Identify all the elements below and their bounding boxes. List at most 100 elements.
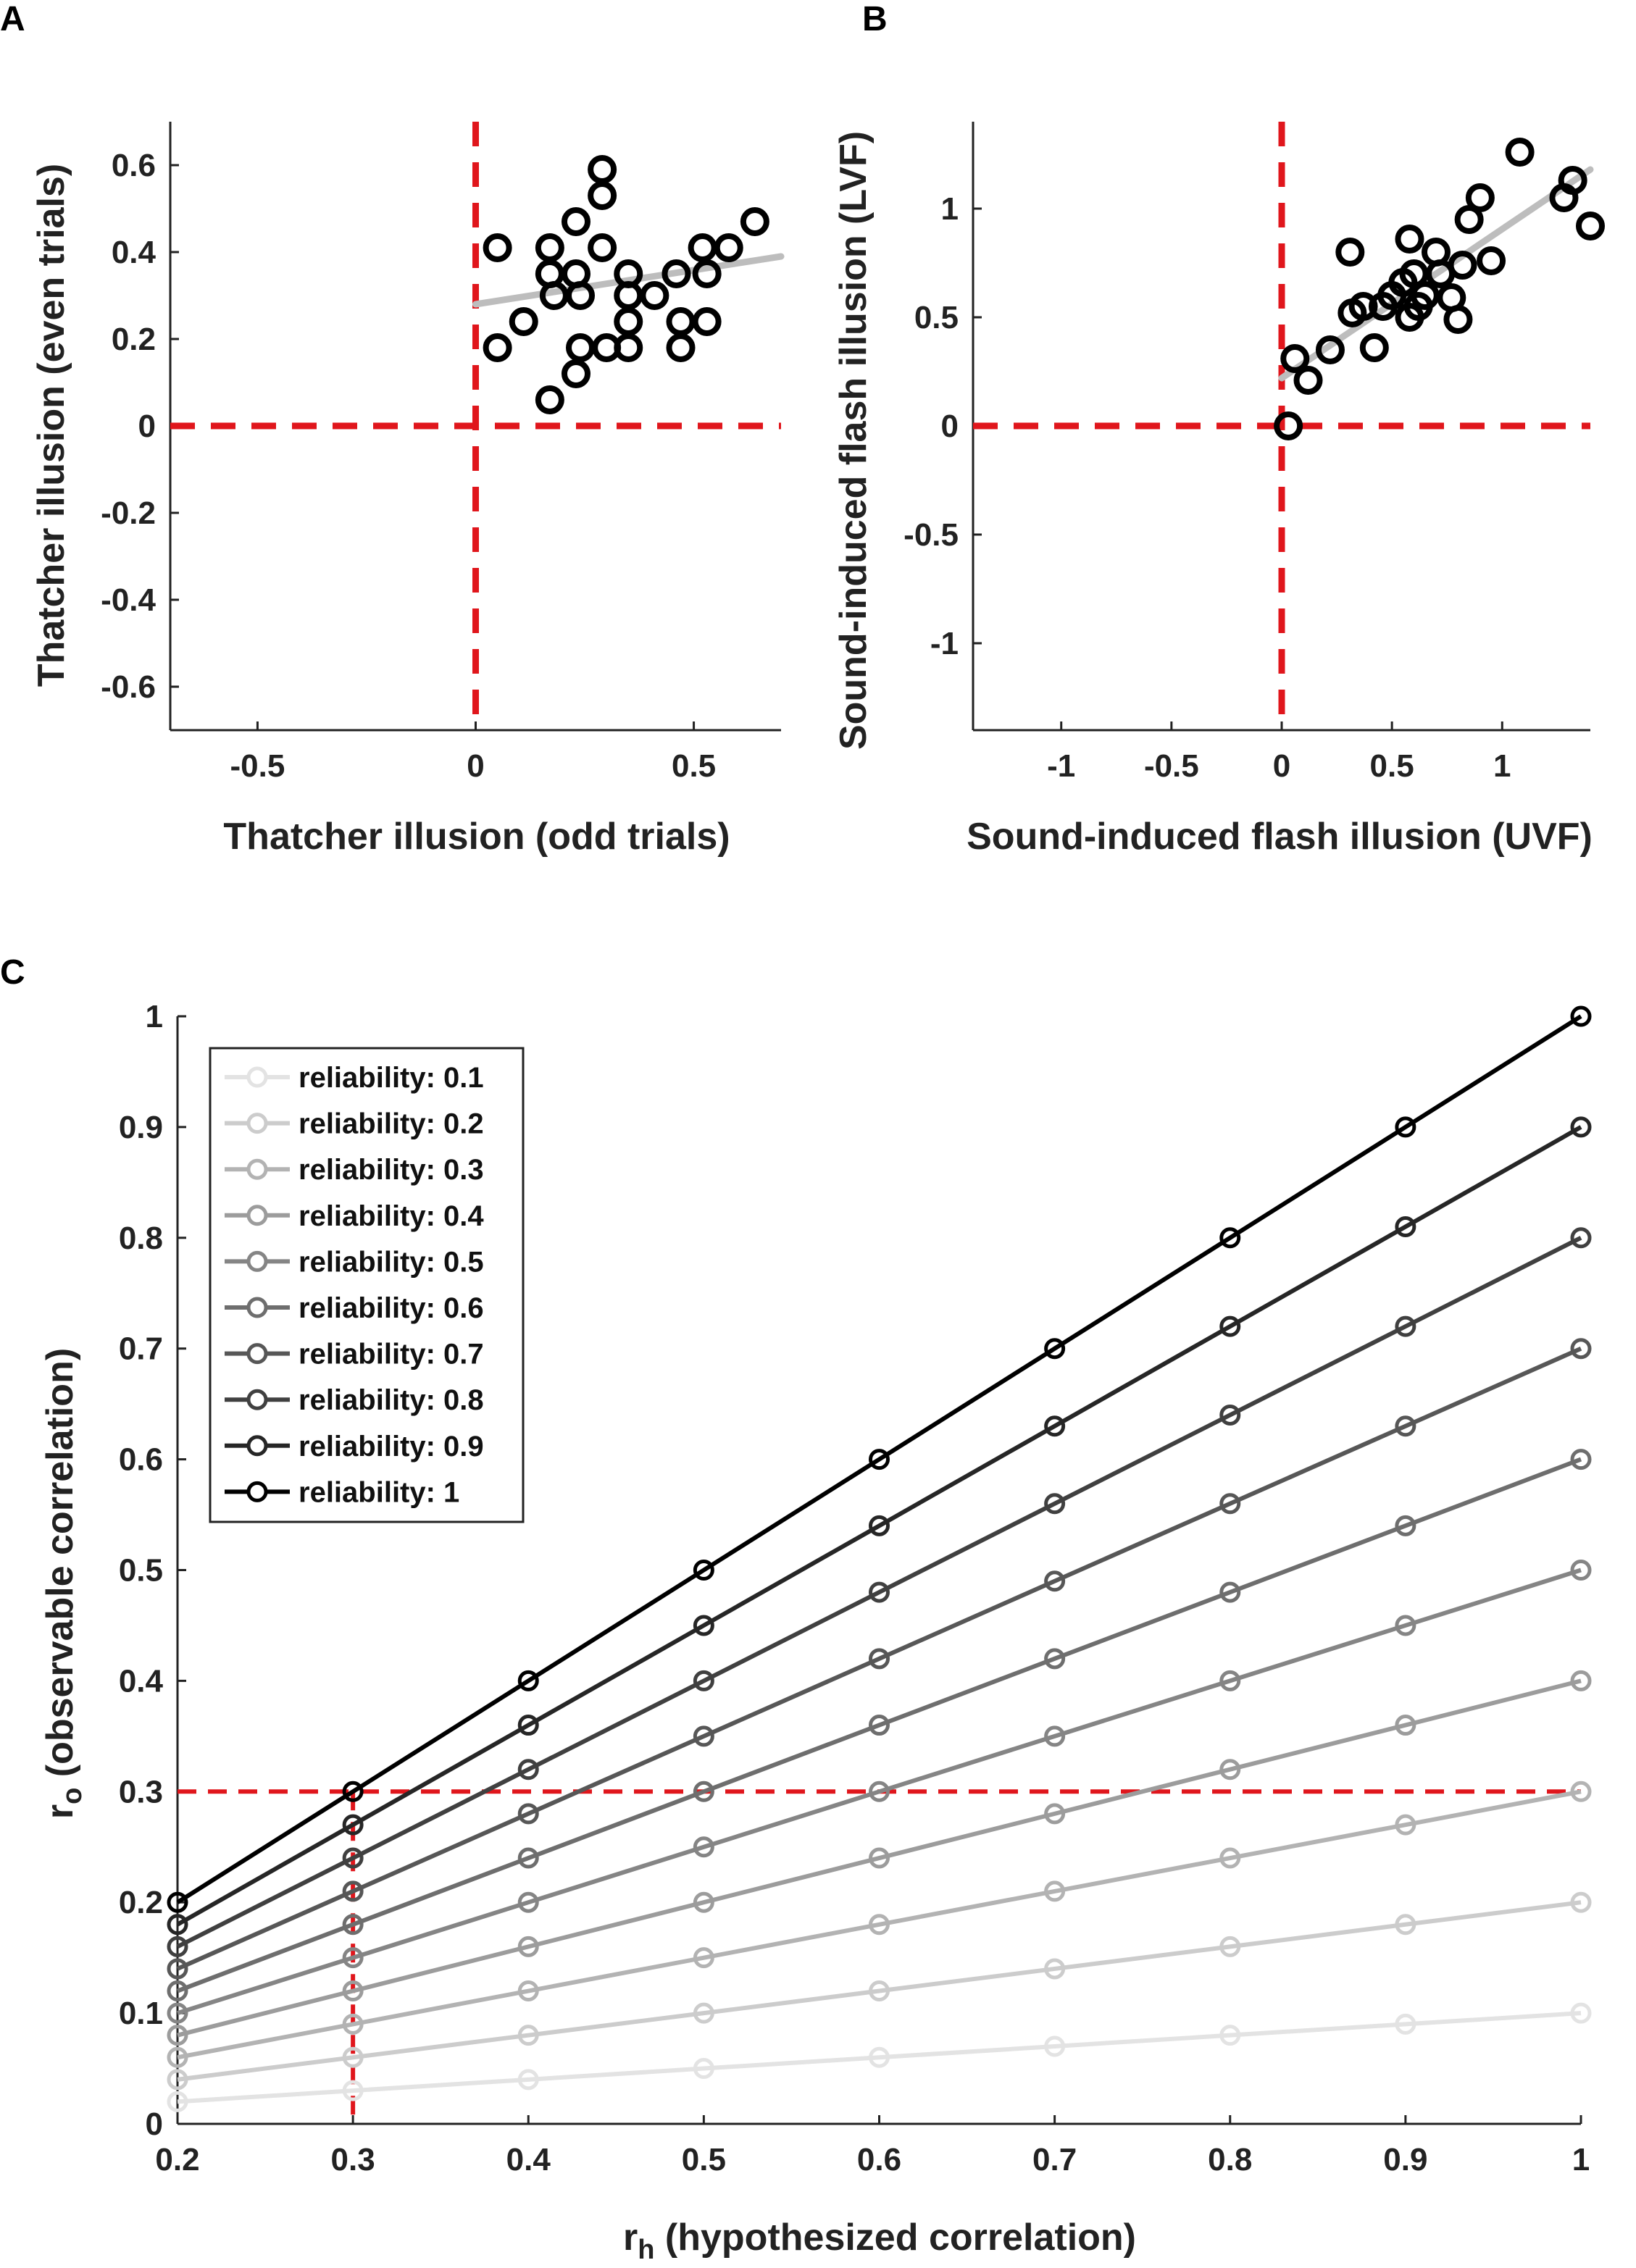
- legend-label: reliability: 0.2: [299, 1108, 484, 1140]
- legend-item: reliability: 0.9: [225, 1431, 484, 1463]
- panel-c-y-tick-label: 1: [146, 999, 163, 1034]
- legend-swatch-marker: [246, 1481, 268, 1502]
- series-line: [176, 1125, 1582, 1927]
- panel-c-y-tick-label: 0.5: [119, 1553, 163, 1589]
- series-point: [1395, 1814, 1416, 1836]
- panel-a-y-tick-label: -0.6: [101, 669, 156, 705]
- series-point: [1044, 1415, 1066, 1437]
- panel-c-y-tick-label: 0: [146, 2106, 163, 2142]
- series-point: [1395, 1615, 1416, 1636]
- panel-a-data-point: [714, 233, 743, 262]
- panel-b-data-point: [1395, 225, 1424, 254]
- panel-b-data-point: [1399, 259, 1429, 288]
- legend-label: reliability: 0.8: [299, 1384, 484, 1416]
- series-point: [1044, 1570, 1066, 1592]
- panel-c-y-tick-label: 0.3: [119, 1774, 163, 1809]
- series-point: [1219, 1315, 1241, 1337]
- legend-item: reliability: 0.8: [225, 1384, 484, 1416]
- series-point: [167, 2025, 188, 2046]
- panel-a-y-tick-label: 0.4: [112, 235, 156, 270]
- series-point: [693, 1947, 714, 1969]
- panel-a-fit-line: [472, 253, 785, 308]
- panel-b-x-axis-label: Sound-induced flash illusion (UVF): [967, 816, 1593, 858]
- panel-c-y-tick-label: 0.4: [119, 1663, 164, 1699]
- series-point: [1395, 1216, 1416, 1238]
- panel-b-y-tick-label: 1: [941, 191, 959, 227]
- series-point: [167, 2091, 188, 2112]
- panel-c-y-tick-label: 0.7: [119, 1331, 163, 1367]
- panel-b-data-point: [1454, 205, 1484, 234]
- series-4: [167, 1670, 1592, 2046]
- series-point: [342, 2046, 364, 2068]
- panel-a-data-point: [614, 333, 643, 362]
- panel-c-y-tick-label: 0.1: [119, 1996, 163, 2031]
- series-point: [1044, 2035, 1066, 2057]
- legend-item: reliability: 0.3: [225, 1154, 484, 1186]
- legend-item: reliability: 0.2: [225, 1108, 484, 1140]
- series-point: [517, 1980, 539, 2002]
- series-point: [342, 2080, 364, 2101]
- panel-b-x-tick-label: 0: [1273, 748, 1290, 784]
- panel-a-data-point: [740, 207, 769, 236]
- series-point: [1570, 1449, 1592, 1470]
- panel-c-x-tick-label: 0.4: [506, 2142, 551, 2177]
- panel-c-x-axis-label-rest: (hypothesized correlation): [654, 2217, 1136, 2259]
- series-1: [167, 2002, 1592, 2112]
- series-point: [1570, 1560, 1592, 1581]
- panel-b-y-axis-label: Sound-induced flash illusion (LVF): [832, 131, 875, 750]
- series-line: [176, 1014, 1582, 1904]
- panel-a-x-tick-label: -0.5: [230, 748, 285, 784]
- panel-a-data-point: [640, 281, 669, 310]
- panel-a-y-tick-label: 0.2: [112, 322, 156, 357]
- series-point: [517, 1759, 539, 1780]
- series-point: [1395, 1914, 1416, 1936]
- panel-c-y-axis-label: ro (observable correlation): [39, 1348, 88, 1819]
- legend-item: reliability: 0.5: [225, 1246, 484, 1278]
- series-point: [693, 1560, 714, 1581]
- panel-a-y-axis-label: Thatcher illusion (even trials): [30, 164, 72, 687]
- panel-c-x-axis-label-main: r: [623, 2217, 638, 2259]
- series-point: [342, 1914, 364, 1936]
- panel-b-data-point: [1448, 251, 1477, 280]
- series-point: [167, 2002, 188, 2024]
- panel-b-label: B: [862, 0, 888, 38]
- series-line: [177, 1900, 1582, 2082]
- series-point: [1219, 1670, 1241, 1691]
- panel-a-data-point: [666, 307, 696, 336]
- panel-b-data-point: [1293, 366, 1323, 395]
- series-point: [869, 2046, 890, 2068]
- series-point: [693, 1615, 714, 1636]
- series-point: [869, 1847, 890, 1869]
- series-point: [1570, 2002, 1592, 2024]
- series-point: [869, 1515, 890, 1536]
- legend-label: reliability: 0.7: [299, 1339, 484, 1371]
- legend-swatch-marker: [246, 1158, 268, 1180]
- series-line: [177, 2011, 1582, 2104]
- series-point: [693, 2002, 714, 2024]
- panel-a-data-point: [539, 281, 569, 310]
- series-point: [517, 1715, 539, 1736]
- panel-b-data-point: [1335, 238, 1365, 267]
- legend-item: reliability: 1: [225, 1476, 459, 1508]
- series-point: [693, 1780, 714, 1802]
- series-point: [1219, 1227, 1241, 1249]
- series-point: [693, 1891, 714, 1913]
- legend-swatch-marker: [246, 1343, 268, 1365]
- series-point: [167, 1936, 188, 1957]
- series-point: [1395, 1315, 1416, 1337]
- series-point: [342, 1980, 364, 2002]
- series-point: [167, 2046, 188, 2068]
- panel-b-data-point: [1477, 246, 1506, 275]
- panel-c-label: C: [0, 953, 25, 992]
- panel-c-x-tick-label: 0.6: [857, 2142, 901, 2177]
- series-point: [1570, 1338, 1592, 1360]
- legend-label: reliability: 0.1: [299, 1062, 484, 1094]
- panel-c-y-axis-label-main: r: [39, 1804, 81, 1819]
- panel-a-scatter: A Thatcher illusion (odd trials) Thatche…: [0, 0, 785, 858]
- series-point: [869, 1980, 890, 2002]
- series-point: [167, 1980, 188, 2002]
- series-2: [167, 1891, 1592, 2091]
- series-point: [342, 1814, 364, 1836]
- series-point: [1044, 1338, 1066, 1360]
- series-point: [1570, 1116, 1592, 1138]
